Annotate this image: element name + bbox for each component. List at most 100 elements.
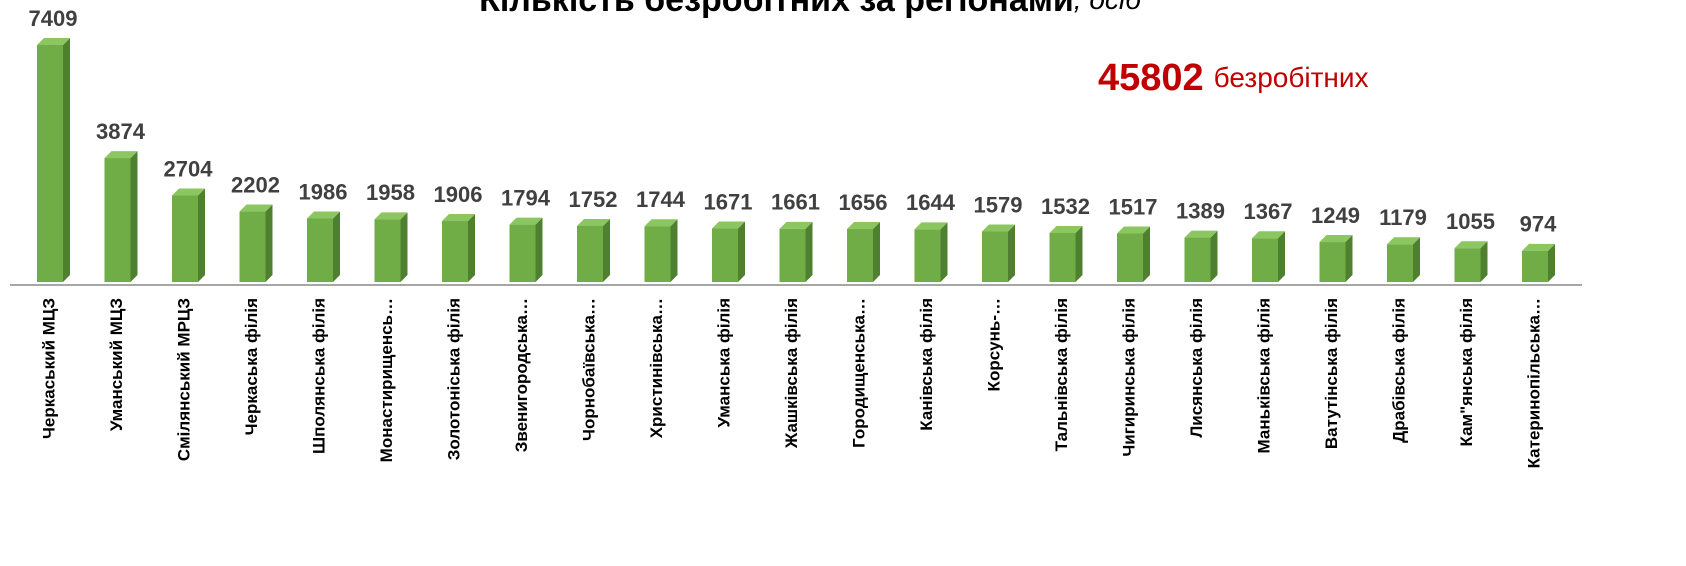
bar-side [333,211,340,282]
x-tick-label: Канівська філія [917,298,936,431]
total-value: 45802 [1098,57,1204,99]
bar [104,158,131,282]
title-main: Кількість безробітних за регіонами [479,0,1074,19]
bar-side [400,212,408,282]
bar [1049,232,1076,282]
bar [914,229,941,282]
bar-side [1008,224,1015,282]
x-tick-label: Черкаська філія [242,298,261,435]
total-annotation: 45802 безробітних [1098,57,1369,99]
bar-side [1278,231,1285,282]
bar-top [307,211,340,219]
bar-top [1319,235,1353,243]
value-label: 1661 [771,190,820,215]
x-tick-label: Звенигородська… [512,298,531,452]
value-label: 3874 [96,119,146,144]
bar-side [805,221,813,282]
bar [1387,244,1413,282]
bar [307,218,333,282]
bar [982,231,1008,282]
bar-top [509,217,543,225]
value-label: 1532 [1041,194,1090,219]
value-label: 1644 [906,190,956,215]
value-label: 1794 [501,185,551,210]
bar-side [1413,237,1420,282]
x-tick-label: Чигиринська філія [1119,298,1138,457]
bar-top [1522,243,1555,251]
chart-title: Кількість безробітних за регіонами, осіб [479,0,1142,19]
value-label: 1986 [299,179,348,204]
bar-side [1548,243,1555,282]
bar-top [577,218,610,226]
value-label: 1367 [1244,199,1293,224]
bar [644,226,671,282]
value-label: 1958 [366,180,415,205]
bar-top [1454,241,1488,249]
bar-side [670,219,678,282]
bar-side [873,222,880,282]
x-tick-label: Монастирищенсь… [377,298,396,462]
x-tick-label: Черкаський МЦЗ [39,298,58,439]
value-label: 1389 [1176,198,1225,223]
value-label: 1517 [1109,194,1158,219]
bar-top [104,151,138,159]
bar-top [712,221,745,229]
bar-top [1184,230,1218,238]
value-label: 2704 [164,156,214,181]
bar [1522,250,1548,282]
bar-side [468,214,475,282]
bar-top [442,214,475,222]
x-tick-label: Кам"янська філія [1457,298,1476,447]
bar-side [1345,235,1353,282]
bar-side [130,151,138,282]
bar [172,195,198,282]
value-label: 1249 [1311,203,1360,228]
value-label: 1744 [636,187,686,212]
x-tick-label: Уманський МЦЗ [107,298,126,431]
bar [1454,248,1481,282]
x-tick-label: Шполянська філія [309,298,328,454]
bar-top [239,204,273,212]
bar-top [982,224,1015,232]
bar-side [603,218,610,282]
bar-side [1143,226,1150,282]
x-tick-label: Уманська філія [714,298,733,427]
value-label: 7409 [29,6,78,31]
x-tick-label: Чорнобаївська… [579,298,598,441]
bar [577,225,603,282]
x-tick-label: Ватутінська філія [1322,298,1341,449]
bar-top [779,221,813,229]
bar-top [37,38,70,45]
bar-side [940,222,948,282]
bar [442,221,468,282]
x-tick-label: Смілянський МРЦЗ [174,298,193,461]
x-tick-label: Драбівська філія [1389,298,1408,443]
bar-top [914,222,948,230]
bar [509,224,536,282]
bar-top [1117,226,1150,234]
bar-top [374,212,408,220]
total-text: безробітних [1214,62,1369,93]
bar-side [1075,225,1083,282]
value-label: 2202 [231,172,280,197]
x-tick-label: Золотоніська філія [444,298,463,460]
bar [374,219,401,282]
bar [1252,238,1278,282]
bar-top [847,222,880,230]
x-tick-label: Тальнівська філія [1052,298,1071,451]
bar-top [1049,225,1083,233]
bar-top [644,219,678,227]
x-tick-label: Маньківська філія [1254,298,1273,453]
bar [1184,237,1211,282]
value-label: 1671 [704,189,753,214]
bar [712,228,738,282]
value-label: 1656 [839,190,888,215]
x-tick-label: Жашківська філія [782,298,801,449]
bar [779,228,806,282]
bar-side [1210,230,1218,282]
bar-side [63,38,70,282]
value-label: 1579 [974,192,1023,217]
x-tick-label: Катеринопільська… [1524,298,1543,468]
title-unit: , осіб [1074,0,1142,15]
